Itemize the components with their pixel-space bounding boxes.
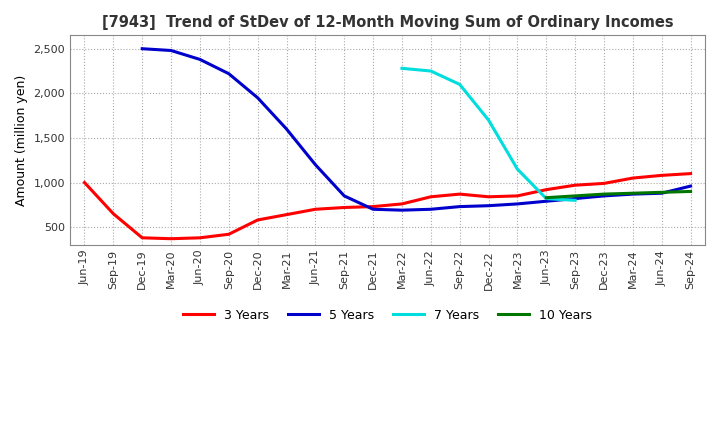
3 Years xyxy=(397,201,406,206)
7 Years xyxy=(542,196,551,201)
Line: 5 Years: 5 Years xyxy=(142,49,690,210)
7 Years xyxy=(571,198,580,203)
10 Years xyxy=(542,195,551,200)
3 Years xyxy=(340,205,348,210)
3 Years xyxy=(426,194,435,199)
3 Years xyxy=(196,235,204,240)
7 Years xyxy=(426,68,435,73)
3 Years xyxy=(109,211,117,216)
5 Years xyxy=(167,48,176,53)
7 Years xyxy=(513,166,522,172)
3 Years xyxy=(311,207,320,212)
10 Years xyxy=(600,191,608,197)
7 Years xyxy=(455,82,464,87)
3 Years xyxy=(686,171,695,176)
3 Years xyxy=(455,191,464,197)
10 Years xyxy=(629,191,637,196)
5 Years xyxy=(600,193,608,198)
5 Years xyxy=(397,208,406,213)
3 Years xyxy=(657,173,666,178)
10 Years xyxy=(657,190,666,195)
5 Years xyxy=(629,191,637,197)
5 Years xyxy=(542,198,551,204)
3 Years xyxy=(629,176,637,181)
3 Years xyxy=(571,183,580,188)
5 Years xyxy=(138,46,146,51)
3 Years xyxy=(542,187,551,192)
5 Years xyxy=(340,193,348,198)
3 Years xyxy=(225,231,233,237)
5 Years xyxy=(196,57,204,62)
10 Years xyxy=(571,193,580,198)
3 Years xyxy=(167,236,176,242)
Line: 7 Years: 7 Years xyxy=(402,68,575,200)
5 Years xyxy=(485,203,493,209)
5 Years xyxy=(657,191,666,196)
Y-axis label: Amount (million yen): Amount (million yen) xyxy=(15,74,28,206)
7 Years xyxy=(485,117,493,123)
Line: 3 Years: 3 Years xyxy=(84,174,690,239)
Line: 10 Years: 10 Years xyxy=(546,191,690,198)
5 Years xyxy=(426,207,435,212)
3 Years xyxy=(253,217,262,223)
5 Years xyxy=(369,207,377,212)
10 Years xyxy=(686,189,695,194)
5 Years xyxy=(571,196,580,201)
5 Years xyxy=(311,162,320,167)
3 Years xyxy=(138,235,146,240)
Legend: 3 Years, 5 Years, 7 Years, 10 Years: 3 Years, 5 Years, 7 Years, 10 Years xyxy=(178,304,598,327)
5 Years xyxy=(455,204,464,209)
3 Years xyxy=(282,212,291,217)
3 Years xyxy=(80,180,89,185)
Title: [7943]  Trend of StDev of 12-Month Moving Sum of Ordinary Incomes: [7943] Trend of StDev of 12-Month Moving… xyxy=(102,15,673,30)
5 Years xyxy=(686,183,695,189)
3 Years xyxy=(485,194,493,199)
3 Years xyxy=(369,204,377,209)
3 Years xyxy=(513,193,522,198)
7 Years xyxy=(397,66,406,71)
3 Years xyxy=(600,181,608,186)
5 Years xyxy=(253,95,262,100)
5 Years xyxy=(282,126,291,132)
5 Years xyxy=(225,71,233,76)
5 Years xyxy=(513,201,522,206)
